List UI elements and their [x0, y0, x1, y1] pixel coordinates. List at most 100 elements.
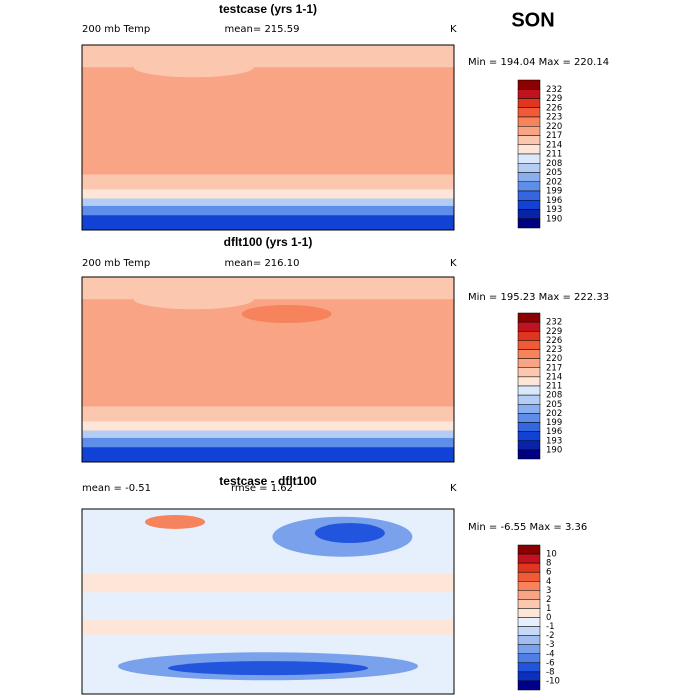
panel-label-left: 200 mb Temp [82, 24, 150, 35]
map-field [82, 406, 454, 422]
colorbar-box [517, 571, 541, 582]
colorbar-box [517, 653, 541, 664]
colorbar-box [517, 553, 541, 564]
panel-units: K [450, 24, 457, 35]
panel-label-left: 200 mb Temp [82, 258, 150, 269]
panel-title: testcase (yrs 1-1) [219, 2, 317, 16]
colorbar-label: 217 [546, 131, 562, 141]
colorbar-label: 217 [546, 363, 562, 373]
colorbar-box [517, 349, 541, 359]
map-field [133, 289, 254, 310]
colorbar-box [517, 440, 541, 451]
colorbar-label: 211 [546, 382, 562, 392]
colorbar-box [517, 644, 541, 654]
colorbar-box [517, 153, 541, 164]
map-field [82, 205, 454, 216]
colorbar-label: 205 [546, 168, 562, 178]
colorbar-label: 196 [546, 427, 562, 437]
colorbar-box [517, 626, 541, 636]
colorbar-label: 190 [546, 214, 562, 224]
map [82, 509, 454, 694]
colorbar-label: -2 [546, 631, 554, 641]
colorbar-box [517, 181, 541, 192]
colorbar-label: 226 [546, 103, 562, 113]
colorbar-label: 190 [546, 445, 562, 455]
colorbar-box [517, 608, 541, 618]
panel-range: Min = 195.23 Max = 222.33 [468, 292, 609, 303]
colorbar-box [517, 671, 541, 682]
colorbar-box [517, 340, 541, 350]
colorbar-label: -3 [546, 640, 554, 650]
colorbar-label: 202 [546, 177, 562, 187]
colorbar-box [517, 312, 541, 323]
map-field [82, 430, 454, 438]
panel-title: dflt100 (yrs 1-1) [224, 235, 313, 249]
colorbar-box [517, 449, 541, 460]
panel-label-center: rmse = 1.62 [231, 483, 293, 494]
colorbar-label: 214 [546, 140, 562, 150]
colorbar-box [517, 562, 541, 573]
colorbar-label: 0 [546, 613, 551, 623]
colorbar-label: 205 [546, 400, 562, 410]
panel-label-center: mean= 215.59 [225, 24, 300, 35]
colorbar-label: 10 [546, 550, 557, 560]
map [82, 277, 454, 462]
colorbar-label: 229 [546, 327, 562, 337]
map-field [145, 514, 205, 529]
colorbar-box [517, 331, 541, 341]
colorbar-box [517, 367, 541, 378]
colorbar-label: 220 [546, 354, 562, 364]
colorbar-label: 196 [546, 196, 562, 206]
colorbar-label: -1 [546, 622, 554, 632]
colorbar-box [517, 394, 541, 405]
colorbar-box [517, 144, 541, 155]
colorbar-label: 193 [546, 205, 562, 215]
map-field [82, 620, 454, 635]
colorbar-label: 1 [546, 604, 551, 614]
colorbar-box [517, 680, 541, 691]
colorbar-label: 208 [546, 391, 562, 401]
map-field [133, 57, 254, 78]
season-title: SON [511, 9, 554, 31]
map-field [168, 661, 368, 676]
map [82, 45, 454, 230]
colorbar-label: 199 [546, 418, 562, 428]
colorbar-label: 226 [546, 336, 562, 346]
colorbar-box [517, 218, 541, 229]
colorbar-box [517, 190, 541, 201]
map-field [82, 573, 454, 593]
colorbar-label: 211 [546, 150, 562, 160]
colorbar-box [517, 385, 541, 396]
map-field [82, 437, 454, 448]
colorbar-box [517, 172, 541, 182]
map-field [82, 447, 454, 462]
colorbar-label: 199 [546, 187, 562, 197]
colorbar-label: -10 [546, 676, 560, 686]
colorbar-box [517, 163, 541, 173]
colorbar-box [517, 358, 541, 368]
map-frame [81, 508, 455, 695]
panel-units: K [450, 258, 457, 269]
colorbar-box [517, 581, 541, 591]
colorbar-label: 2 [546, 595, 551, 605]
map-field [82, 421, 454, 431]
panel-title: testcase - dflt100 [219, 474, 317, 488]
panel-units: K [450, 483, 457, 494]
colorbar-box [517, 79, 541, 90]
colorbar-label: 223 [546, 113, 562, 123]
map-field [82, 198, 454, 206]
colorbar-label: 223 [546, 345, 562, 355]
panel-range: Min = 194.04 Max = 220.14 [468, 57, 609, 68]
map-field [82, 189, 454, 199]
colorbar-label: 220 [546, 122, 562, 132]
colorbar-label: 232 [546, 318, 562, 328]
colorbar-box [517, 116, 541, 127]
panel-label-center: mean= 216.10 [225, 258, 300, 269]
colorbar-box [517, 200, 541, 210]
map-frame [81, 276, 455, 463]
colorbar-box [517, 599, 541, 609]
colorbar-box [517, 617, 541, 627]
colorbar-box [517, 635, 541, 645]
colorbar-box [517, 209, 541, 219]
